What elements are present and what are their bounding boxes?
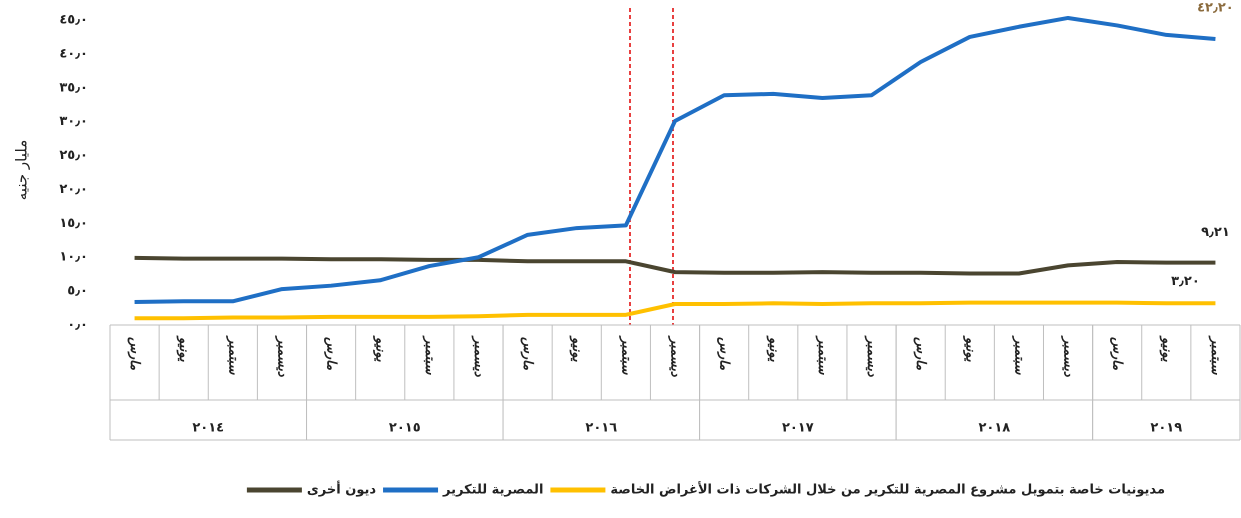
x-tick-label: مارس xyxy=(520,336,535,370)
x-tick-label: سبتمبر xyxy=(618,335,633,375)
group-label: ٢٠١٦ xyxy=(585,421,617,436)
x-tick-label: يونيو xyxy=(1159,335,1174,362)
x-tick-label: يونيو xyxy=(373,335,388,362)
x-tick-label: ديسمبر xyxy=(471,335,486,378)
y-tick-label: ٣٠٫٠ xyxy=(59,114,88,129)
line-series xyxy=(134,15,1216,304)
y-axis-label: مليار جنيه xyxy=(13,140,31,200)
group-label: ٢٠١٨ xyxy=(978,421,1010,436)
x-tick-label: يونيو xyxy=(766,335,781,362)
y-tick-label: ٤٥٫٠ xyxy=(59,13,88,28)
line-series xyxy=(134,255,1216,276)
x-tick-label: سبتمبر xyxy=(1011,335,1026,375)
x-tick-label: ديسمبر xyxy=(274,335,289,378)
group-label: ٢٠١٩ xyxy=(1150,421,1182,436)
x-tick-label: يونيو xyxy=(569,335,584,362)
x-tick-label: يونيو xyxy=(962,335,977,362)
x-tick-label: سبتمبر xyxy=(422,335,437,375)
y-tick-label: ٠٫٠ xyxy=(67,318,88,333)
y-tick-label: ٢٥٫٠ xyxy=(59,148,88,163)
data-label: ٣٫٢٠ xyxy=(1171,274,1200,289)
data-label: ٩٫٢١ xyxy=(1201,225,1230,240)
y-tick-label: ١٠٫٠ xyxy=(59,250,88,265)
x-tick-label: مارس xyxy=(324,336,339,370)
x-tick-label: ديسمبر xyxy=(668,335,683,378)
data-label: ٤٢٫٢٠ xyxy=(1197,1,1234,16)
legend-label: ديون أخرى xyxy=(307,481,376,498)
x-tick-label: ديسمبر xyxy=(1061,335,1076,378)
x-tick-label: مارس xyxy=(1110,336,1125,370)
legend-label: مديونيات خاصة بتمويل مشروع المصرية للتكر… xyxy=(610,481,1165,498)
x-tick-label: يونيو xyxy=(176,335,191,362)
x-tick-label: ديسمبر xyxy=(864,335,879,378)
y-tick-label: ١٥٫٠ xyxy=(59,216,88,231)
x-tick-label: مارس xyxy=(127,336,142,370)
x-tick-label: مارس xyxy=(913,336,928,370)
group-label: ٢٠١٤ xyxy=(192,421,224,436)
x-tick-label: مارس xyxy=(717,336,732,370)
x-tick-label: سبتمبر xyxy=(815,335,830,375)
x-tick-label: سبتمبر xyxy=(1208,335,1223,375)
line-series xyxy=(134,300,1216,321)
y-tick-label: ٣٥٫٠ xyxy=(59,80,88,95)
y-tick-label: ٥٫٠ xyxy=(67,284,88,299)
legend-label: المصرية للتكرير xyxy=(442,483,543,498)
y-tick-label: ٢٠٫٠ xyxy=(59,182,88,197)
y-tick-label: ٤٠٫٠ xyxy=(59,46,88,61)
x-tick-label: سبتمبر xyxy=(225,335,240,375)
group-label: ٢٠١٧ xyxy=(782,421,814,436)
group-label: ٢٠١٥ xyxy=(389,421,421,436)
